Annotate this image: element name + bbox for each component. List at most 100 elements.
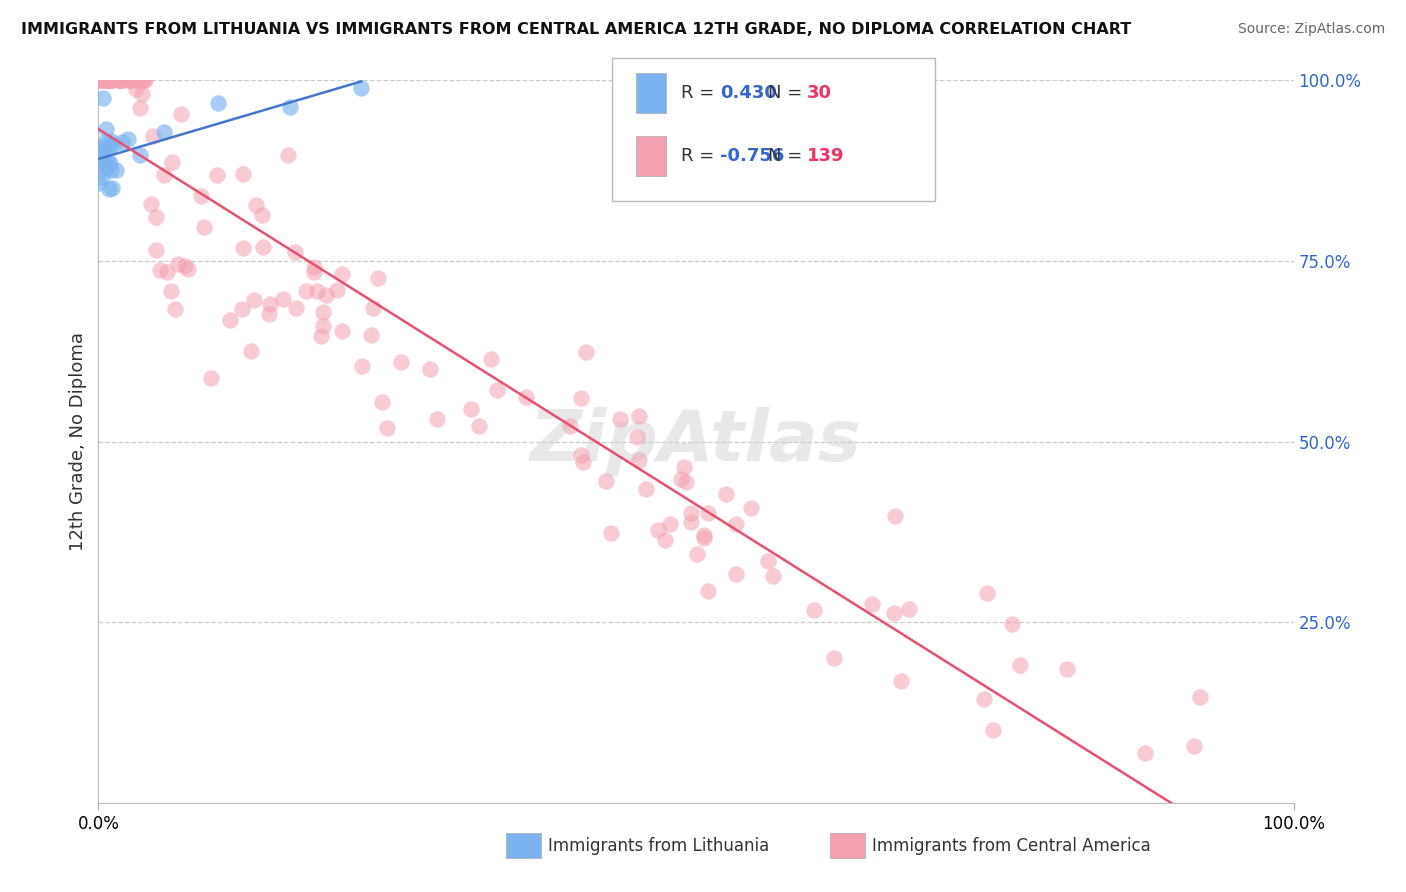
- Point: [239, 343, 262, 358]
- Text: R =: R =: [681, 84, 720, 102]
- Point: [100, 73, 122, 87]
- Point: [273, 292, 295, 306]
- Point: [174, 259, 197, 273]
- Point: [890, 673, 912, 688]
- Point: [569, 448, 592, 462]
- Point: [981, 723, 1004, 737]
- Point: [883, 606, 905, 620]
- Point: [97, 141, 120, 155]
- Point: [823, 650, 845, 665]
- Point: [325, 283, 347, 297]
- Text: ZipAtlas: ZipAtlas: [530, 407, 862, 476]
- Point: [312, 305, 335, 319]
- Point: [595, 474, 617, 488]
- Point: [302, 260, 325, 274]
- Point: [193, 219, 215, 234]
- Point: [312, 319, 335, 334]
- Point: [90, 169, 112, 184]
- Point: [460, 402, 482, 417]
- Point: [94, 158, 117, 172]
- Point: [278, 100, 301, 114]
- Point: [90, 153, 112, 168]
- Text: 139: 139: [807, 146, 845, 165]
- Point: [108, 73, 131, 87]
- Point: [153, 125, 176, 139]
- Point: [697, 583, 720, 598]
- Point: [94, 135, 117, 149]
- Point: [609, 412, 631, 426]
- Point: [177, 262, 200, 277]
- Point: [200, 371, 222, 385]
- Point: [675, 475, 697, 490]
- Point: [111, 135, 134, 149]
- Point: [468, 419, 491, 434]
- Point: [725, 516, 748, 531]
- Point: [96, 160, 118, 174]
- Point: [679, 507, 702, 521]
- Point: [627, 409, 650, 423]
- Point: [89, 73, 111, 87]
- Point: [94, 73, 117, 87]
- Point: [659, 516, 682, 531]
- Point: [142, 128, 165, 143]
- Point: [159, 284, 181, 298]
- Point: [284, 245, 307, 260]
- Point: [1133, 746, 1156, 760]
- Point: [232, 241, 254, 255]
- Point: [277, 147, 299, 161]
- Point: [572, 455, 595, 469]
- Point: [139, 197, 162, 211]
- Point: [330, 267, 353, 281]
- Point: [93, 91, 115, 105]
- Point: [860, 597, 883, 611]
- Point: [108, 73, 131, 87]
- Point: [219, 313, 242, 327]
- Point: [114, 73, 136, 87]
- Point: [257, 307, 280, 321]
- Point: [361, 301, 384, 316]
- Point: [389, 354, 412, 368]
- Text: IMMIGRANTS FROM LITHUANIA VS IMMIGRANTS FROM CENTRAL AMERICA 12TH GRADE, NO DIPL: IMMIGRANTS FROM LITHUANIA VS IMMIGRANTS …: [21, 22, 1132, 37]
- Text: N =: N =: [768, 146, 807, 165]
- Point: [558, 419, 581, 434]
- Point: [575, 345, 598, 359]
- Point: [132, 73, 155, 87]
- Point: [252, 239, 274, 253]
- Y-axis label: 12th Grade, No Diploma: 12th Grade, No Diploma: [69, 332, 87, 551]
- Point: [654, 533, 676, 547]
- Point: [309, 328, 332, 343]
- Point: [681, 515, 703, 529]
- Point: [740, 500, 762, 515]
- Point: [160, 154, 183, 169]
- Text: 0.430: 0.430: [720, 84, 776, 102]
- Point: [128, 101, 150, 115]
- Point: [673, 460, 696, 475]
- Point: [426, 412, 449, 426]
- Point: [90, 73, 112, 87]
- Text: Immigrants from Lithuania: Immigrants from Lithuania: [548, 837, 769, 855]
- Point: [156, 265, 179, 279]
- Point: [367, 271, 389, 285]
- Point: [101, 180, 124, 194]
- Point: [118, 73, 141, 87]
- Text: Source: ZipAtlas.com: Source: ZipAtlas.com: [1237, 22, 1385, 37]
- Point: [1001, 617, 1024, 632]
- Point: [330, 324, 353, 338]
- Point: [166, 257, 188, 271]
- Point: [686, 547, 709, 561]
- Point: [131, 87, 153, 102]
- Point: [803, 603, 825, 617]
- Point: [419, 362, 441, 376]
- Point: [122, 73, 145, 87]
- Point: [884, 508, 907, 523]
- Point: [242, 293, 264, 308]
- Point: [647, 523, 669, 537]
- Point: [91, 73, 114, 87]
- Point: [125, 73, 148, 87]
- Point: [131, 73, 153, 87]
- Point: [232, 167, 254, 181]
- Point: [153, 168, 176, 182]
- Point: [127, 73, 149, 87]
- Point: [305, 284, 328, 298]
- Point: [90, 143, 112, 157]
